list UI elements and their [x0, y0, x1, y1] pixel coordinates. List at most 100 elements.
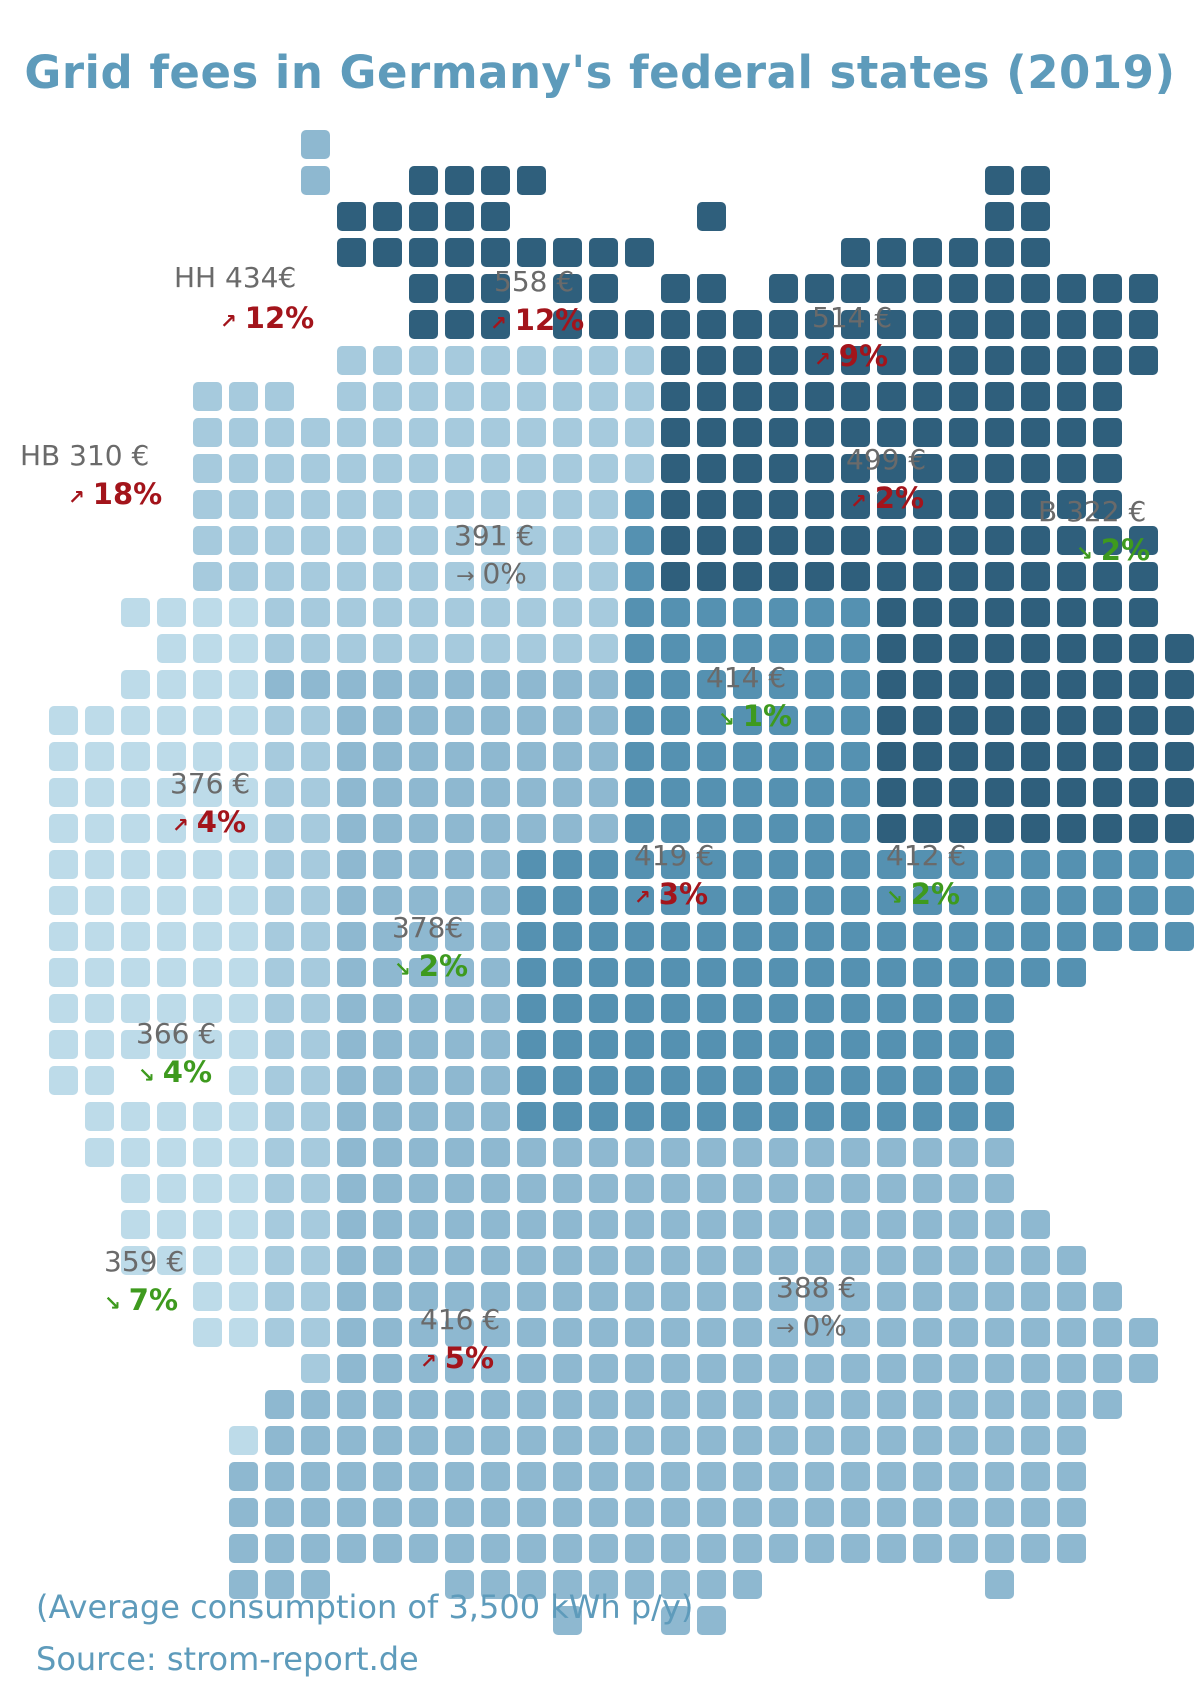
- map-tile: [301, 886, 330, 915]
- map-tile: [949, 1174, 978, 1203]
- map-tile: [841, 1246, 870, 1275]
- map-tile: [445, 742, 474, 771]
- map-tile: [193, 994, 222, 1023]
- map-tile: [553, 418, 582, 447]
- map-tile: [841, 886, 870, 915]
- map-tile: [265, 382, 294, 411]
- map-tile: [841, 922, 870, 951]
- map-tile: [1093, 886, 1122, 915]
- map-tile: [445, 1174, 474, 1203]
- map-tile: [85, 850, 114, 879]
- map-tile: [985, 1534, 1014, 1563]
- map-tile: [1021, 238, 1050, 267]
- map-tile: [1057, 922, 1086, 951]
- map-tile: [85, 922, 114, 951]
- map-tile: [337, 418, 366, 447]
- map-tile: [337, 670, 366, 699]
- map-tile: [409, 850, 438, 879]
- map-tile: [373, 202, 402, 231]
- map-tile: [697, 454, 726, 483]
- map-tile: [409, 1066, 438, 1095]
- map-tile: [625, 1246, 654, 1275]
- map-tile: [913, 238, 942, 267]
- map-tile: [1057, 1390, 1086, 1419]
- fee-label: 419 €: [634, 839, 715, 872]
- map-tile: [481, 922, 510, 951]
- map-tile: [589, 1462, 618, 1491]
- map-tile: [1057, 814, 1086, 843]
- map-tile: [877, 742, 906, 771]
- map-tile: [841, 1390, 870, 1419]
- map-tile: [193, 958, 222, 987]
- map-tile: [265, 526, 294, 555]
- map-tile: [985, 922, 1014, 951]
- map-tile: [589, 670, 618, 699]
- map-tile: [661, 850, 690, 879]
- map-tile: [409, 454, 438, 483]
- map-tile: [1021, 1534, 1050, 1563]
- map-tile: [589, 778, 618, 807]
- map-tile: [1057, 526, 1086, 555]
- map-tile: [229, 1570, 258, 1599]
- map-tile: [877, 1462, 906, 1491]
- map-tile: [229, 1462, 258, 1491]
- map-tile: [121, 1174, 150, 1203]
- map-tile: [1093, 526, 1122, 555]
- map-tile: [373, 1102, 402, 1131]
- map-tile: [1129, 562, 1158, 591]
- map-tile: [481, 850, 510, 879]
- map-tile: [949, 742, 978, 771]
- map-tile: [1021, 454, 1050, 483]
- map-tile: [1021, 814, 1050, 843]
- map-tile: [409, 1390, 438, 1419]
- map-tile: [733, 1030, 762, 1059]
- map-tile: [193, 886, 222, 915]
- map-tile: [985, 958, 1014, 987]
- map-tile: [445, 274, 474, 303]
- map-tile: [949, 1498, 978, 1527]
- map-tile: [409, 1210, 438, 1239]
- map-tile: [265, 994, 294, 1023]
- map-tile: [661, 1570, 690, 1599]
- map-tile: [769, 994, 798, 1023]
- map-tile: [733, 670, 762, 699]
- map-tile: [373, 1534, 402, 1563]
- map-tile: [517, 1030, 546, 1059]
- map-tile: [877, 1210, 906, 1239]
- map-tile: [949, 994, 978, 1023]
- map-tile: [661, 526, 690, 555]
- map-tile: [517, 1318, 546, 1347]
- map-tile: [553, 670, 582, 699]
- map-tile: [589, 922, 618, 951]
- map-tile: [1057, 706, 1086, 735]
- map-tile: [589, 598, 618, 627]
- map-tile: [553, 1462, 582, 1491]
- arrow-down-right-icon: ↘: [104, 1291, 121, 1315]
- map-tile: [301, 454, 330, 483]
- map-tile: [733, 562, 762, 591]
- map-tile: [265, 1318, 294, 1347]
- map-tile: [1057, 382, 1086, 411]
- map-tile: [373, 238, 402, 267]
- map-tile: [913, 598, 942, 627]
- map-tile: [985, 1030, 1014, 1059]
- map-tile: [229, 922, 258, 951]
- map-tile: [949, 1282, 978, 1311]
- map-tile: [733, 382, 762, 411]
- map-tile: [481, 994, 510, 1023]
- map-tile: [1057, 886, 1086, 915]
- map-tile: [589, 1210, 618, 1239]
- map-tile: [481, 778, 510, 807]
- map-tile: [697, 670, 726, 699]
- map-tile: [1021, 310, 1050, 339]
- map-tile: [1057, 562, 1086, 591]
- map-tile: [985, 1246, 1014, 1275]
- map-tile: [661, 1174, 690, 1203]
- map-tile: [517, 958, 546, 987]
- map-tile: [949, 418, 978, 447]
- map-tile: [1057, 670, 1086, 699]
- map-tile: [589, 1030, 618, 1059]
- map-tile: [445, 706, 474, 735]
- map-tile: [985, 1210, 1014, 1239]
- map-tile: [373, 598, 402, 627]
